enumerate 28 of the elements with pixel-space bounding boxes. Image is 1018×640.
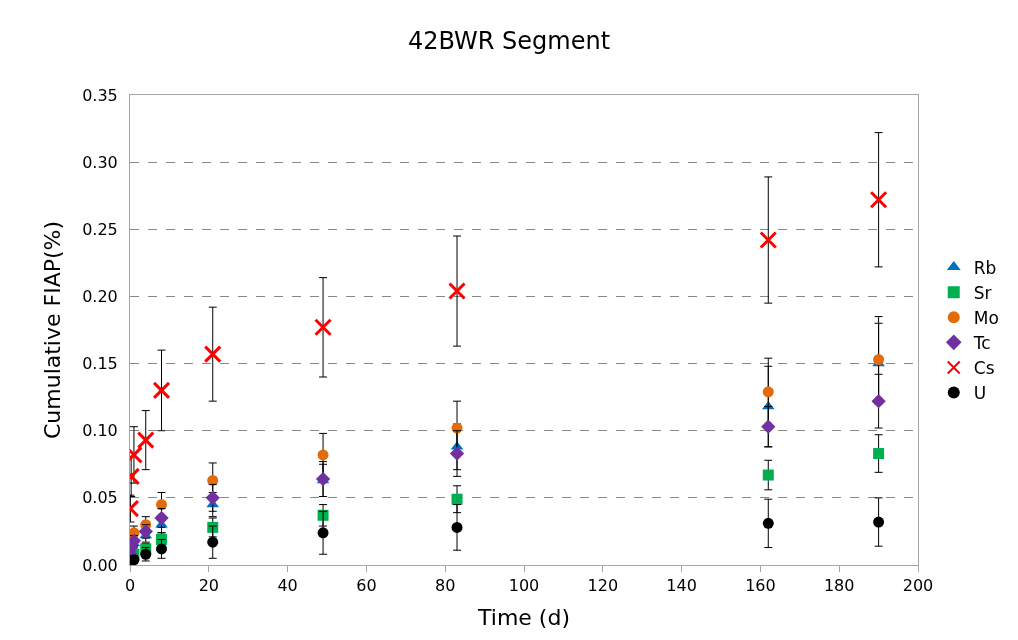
y-tick-label: 0.00 xyxy=(82,555,118,575)
x-tick-label: 140 xyxy=(666,576,697,596)
x-tick-label: 60 xyxy=(356,576,377,596)
legend-label: Cs xyxy=(973,358,995,379)
y-axis-title: Cumulative FIAP(%) xyxy=(39,220,65,440)
x-tick-label: 120 xyxy=(587,576,619,596)
x-tick-label: 160 xyxy=(745,576,776,596)
legend-label: Sr xyxy=(973,282,992,303)
x-axis-title: Time (d) xyxy=(477,605,570,631)
y-tick-label: 0.15 xyxy=(82,354,118,374)
x-tick-label: 180 xyxy=(823,576,855,596)
y-tick-label: 0.30 xyxy=(82,152,118,172)
x-tick-label: 20 xyxy=(198,576,219,596)
chart-title: 42BWR Segment xyxy=(407,26,611,55)
x-tick-label: 100 xyxy=(508,576,540,596)
y-tick-label: 0.20 xyxy=(82,287,118,307)
legend-label: Rb xyxy=(973,257,997,278)
x-tick-label: 0 xyxy=(124,576,136,596)
legend-label: U xyxy=(973,383,987,404)
y-tick-label: 0.10 xyxy=(82,421,118,441)
y-tick-label: 0.35 xyxy=(82,85,118,105)
legend-label: Mo xyxy=(973,307,999,328)
y-tick-label: 0.05 xyxy=(82,488,118,508)
legend-label: Tc xyxy=(972,332,991,353)
x-tick-label: 40 xyxy=(277,576,298,596)
x-tick-label: 80 xyxy=(435,576,456,596)
y-tick-label: 0.25 xyxy=(82,219,118,239)
x-tick-label: 200 xyxy=(902,576,934,596)
